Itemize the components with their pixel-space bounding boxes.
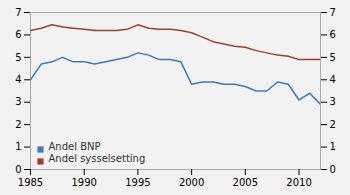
svg-text:1985: 1985 bbox=[18, 177, 43, 188]
svg-text:5: 5 bbox=[15, 52, 21, 63]
svg-text:2: 2 bbox=[15, 119, 21, 130]
svg-text:2: 2 bbox=[330, 119, 336, 130]
svg-text:2010: 2010 bbox=[286, 177, 311, 188]
svg-text:4: 4 bbox=[15, 74, 21, 85]
svg-text:Andel sysselsetting: Andel sysselsetting bbox=[49, 153, 146, 164]
svg-text:1: 1 bbox=[330, 141, 336, 152]
svg-text:Andel BNP: Andel BNP bbox=[49, 141, 101, 152]
svg-text:5: 5 bbox=[330, 52, 336, 63]
svg-text:0: 0 bbox=[330, 164, 336, 175]
svg-text:2000: 2000 bbox=[179, 177, 204, 188]
svg-text:7: 7 bbox=[15, 7, 21, 18]
svg-text:1995: 1995 bbox=[125, 177, 150, 188]
svg-text:0: 0 bbox=[15, 164, 21, 175]
svg-text:6: 6 bbox=[330, 29, 336, 40]
svg-text:1: 1 bbox=[15, 141, 21, 152]
svg-text:2005: 2005 bbox=[233, 177, 258, 188]
svg-text:1990: 1990 bbox=[71, 177, 96, 188]
svg-text:6: 6 bbox=[15, 29, 21, 40]
svg-text:3: 3 bbox=[330, 96, 336, 107]
svg-text:4: 4 bbox=[330, 74, 336, 85]
svg-text:7: 7 bbox=[330, 7, 336, 18]
svg-text:3: 3 bbox=[15, 96, 21, 107]
